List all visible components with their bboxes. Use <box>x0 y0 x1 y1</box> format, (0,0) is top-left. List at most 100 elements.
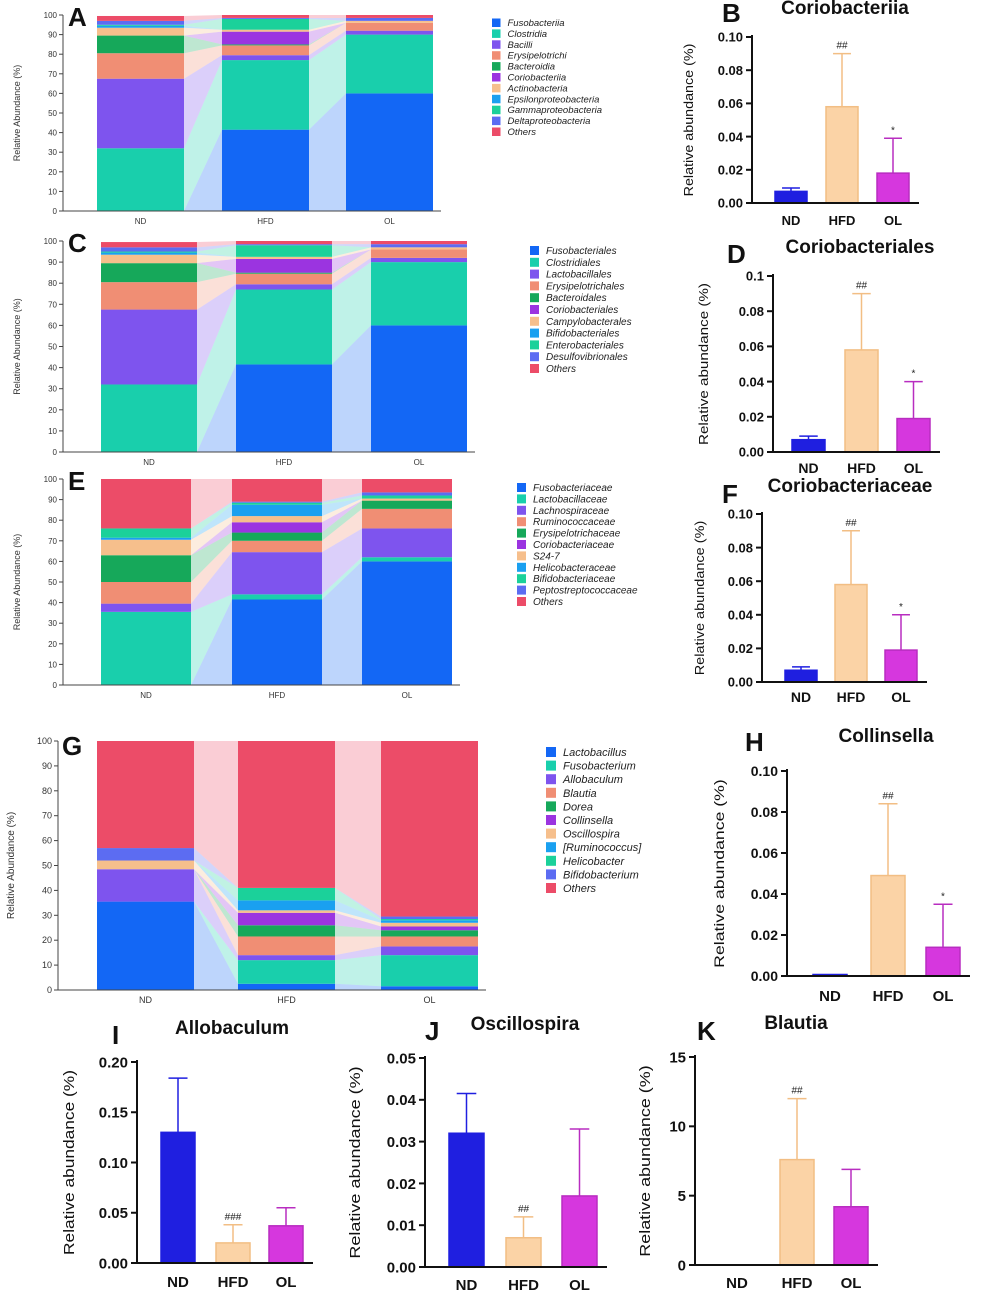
legend-entry: Blautia <box>563 788 597 800</box>
legend-entry: Coriobacteriaceae <box>533 540 615 551</box>
legend-entry: Lachnospiraceae <box>533 506 610 517</box>
legend-swatch <box>546 842 556 853</box>
legend-entry: Lactobacillus <box>563 747 627 759</box>
legend-swatch <box>546 815 556 825</box>
x-tick-label: HFD <box>277 995 296 1005</box>
flow-band-blautia <box>194 869 238 956</box>
legend-entry: Erysipelotrichales <box>546 281 624 292</box>
stack-segment-hfd-deltaproteobacteria <box>222 17 309 19</box>
bar-ol <box>268 1225 304 1264</box>
legend-swatch <box>530 293 539 303</box>
flow-band-enterobacteriales <box>197 245 236 257</box>
y-tick-label: 5 <box>678 1188 686 1205</box>
stack-segment-nd-campylobacterales <box>101 254 197 264</box>
y-tick-label: 15 <box>669 1049 686 1066</box>
legend-swatch <box>492 40 501 49</box>
x-tick-label: OL <box>402 691 413 700</box>
x-tick-label: ND <box>798 460 818 476</box>
y-tick-label: 60 <box>42 836 52 846</box>
y-tick-label: 0.08 <box>739 304 764 319</box>
y-tick-label: 30 <box>48 385 57 394</box>
legend-entry: Lactobacillaceae <box>533 494 608 505</box>
y-tick-label: 0.01 <box>387 1218 416 1235</box>
bar-ol <box>876 172 910 204</box>
legend-entry: Peptostreptococcaceae <box>533 586 638 597</box>
y-axis-label: Relative Abundance (%) <box>12 298 22 395</box>
legend-entry: Coriobacteriia <box>508 73 567 84</box>
flow-band-desulfovibrionales <box>197 244 236 252</box>
y-tick-label: 0.08 <box>728 540 753 555</box>
legend-entry: Oscillospira <box>563 829 620 841</box>
flow-band-erysipelotrichaceae <box>322 500 362 541</box>
y-tick-label: 0.00 <box>387 1259 416 1276</box>
legend-swatch <box>530 316 539 326</box>
legend-swatch <box>517 585 526 595</box>
stack-segment-hfd-others <box>222 15 309 18</box>
significance-mark: * <box>941 891 945 902</box>
x-tick-label: OL <box>891 689 911 705</box>
bar-chart-D: ND ## HFD * OL 0.00 0.02 0.04 0.06 0.08 0.1 Relativ… <box>696 237 940 476</box>
flow-band-ruminococcaceae <box>322 508 362 553</box>
flow-band-helicobacter <box>194 860 238 901</box>
legend-entry: Helicobacter <box>563 856 625 868</box>
bar-chart-J: ND ## HFD OL 0.00 0.01 0.02 0.03 0.04 0.05 Relativ… <box>347 1014 607 1293</box>
stack-segment-ol-lachnospiraceae <box>362 528 452 558</box>
stack-segment-ol-ruminococcaceae <box>362 508 452 529</box>
stack-segment-nd-enterobacteriales <box>101 251 197 253</box>
legend-swatch <box>546 828 556 839</box>
legend-entry: Lactobacillales <box>546 270 612 281</box>
stack-segment-ol-bacilli <box>346 30 433 35</box>
legend-entry: Gammaproteobacteria <box>508 105 603 116</box>
legend-swatch <box>492 29 501 38</box>
stack-segment-ol-erysipelotrichi <box>346 22 433 31</box>
significance-mark: ## <box>836 41 848 52</box>
significance-mark: ## <box>791 1086 803 1097</box>
stack-segment-ol-erysipelotrichaceae <box>362 500 452 509</box>
y-tick-label: 0.08 <box>718 63 743 78</box>
legend-entry: Clostridia <box>508 29 548 40</box>
legend-swatch <box>492 105 501 115</box>
legend-swatch <box>546 869 556 880</box>
bar-ol <box>561 1195 598 1268</box>
y-tick-label: 0.05 <box>387 1050 416 1067</box>
bar-chart-B: ND ## HFD * OL 0.00 0.02 0.04 0.06 0.08 0.10 Relati… <box>681 0 919 228</box>
stack-segment-nd-bacteroidia <box>97 35 184 54</box>
significance-mark: * <box>899 602 903 613</box>
legend-swatch <box>530 281 539 291</box>
stack-segment-hfd-bacteroidia <box>222 44 309 46</box>
flow-band-helicobacteraceae <box>191 504 232 540</box>
stack-segment-nd-deltaproteobacteria <box>97 20 184 25</box>
bar-ol <box>896 417 931 453</box>
y-tick-label: 0 <box>53 207 58 216</box>
y-tick-label: 10 <box>48 187 57 196</box>
y-tick-label: 50 <box>42 861 52 871</box>
flow-band-deltaproteobacteria <box>184 17 222 25</box>
stack-segment-nd-allobaculum <box>97 869 194 902</box>
stack-segment-ol-others <box>346 15 433 18</box>
legend-swatch <box>492 73 501 82</box>
y-tick-label: 0.02 <box>751 927 778 943</box>
x-tick-label: OL <box>276 1274 297 1291</box>
stack-segment-ol--ruminococcus- <box>381 920 478 923</box>
flow-band-coriobacteriia <box>309 22 346 45</box>
stack-segment-ol-others <box>362 479 452 493</box>
stack-segment-ol-allobaculum <box>381 946 478 956</box>
flow-band-campylobacterales <box>332 247 371 259</box>
legend-entry: Allobaculum <box>562 774 623 786</box>
stack-segment-hfd-coriobacteriales <box>236 258 332 273</box>
stack-segment-nd-lactobacillus <box>97 901 194 990</box>
panel-letter: G <box>62 731 82 761</box>
legend-swatch <box>546 855 556 866</box>
y-axis-label: Relative Abundance (%) <box>6 812 17 919</box>
panel-letter: I <box>112 1020 119 1050</box>
y-axis-label: Relative abundance (%) <box>637 1065 654 1256</box>
y-tick-label: 70 <box>48 537 57 546</box>
x-tick-label: ND <box>726 1275 748 1292</box>
y-tick-label: 0.20 <box>99 1054 128 1071</box>
stack-segment-hfd-oscillospira <box>238 910 335 913</box>
flow-band-fusobacterium <box>194 901 238 984</box>
legend-entry: Enterobacteriales <box>546 340 624 351</box>
chart-title: Coriobacteriaceae <box>768 476 933 497</box>
stack-segment-nd-bifidobacteriaceae <box>101 528 191 538</box>
y-tick-label: 30 <box>42 910 52 920</box>
